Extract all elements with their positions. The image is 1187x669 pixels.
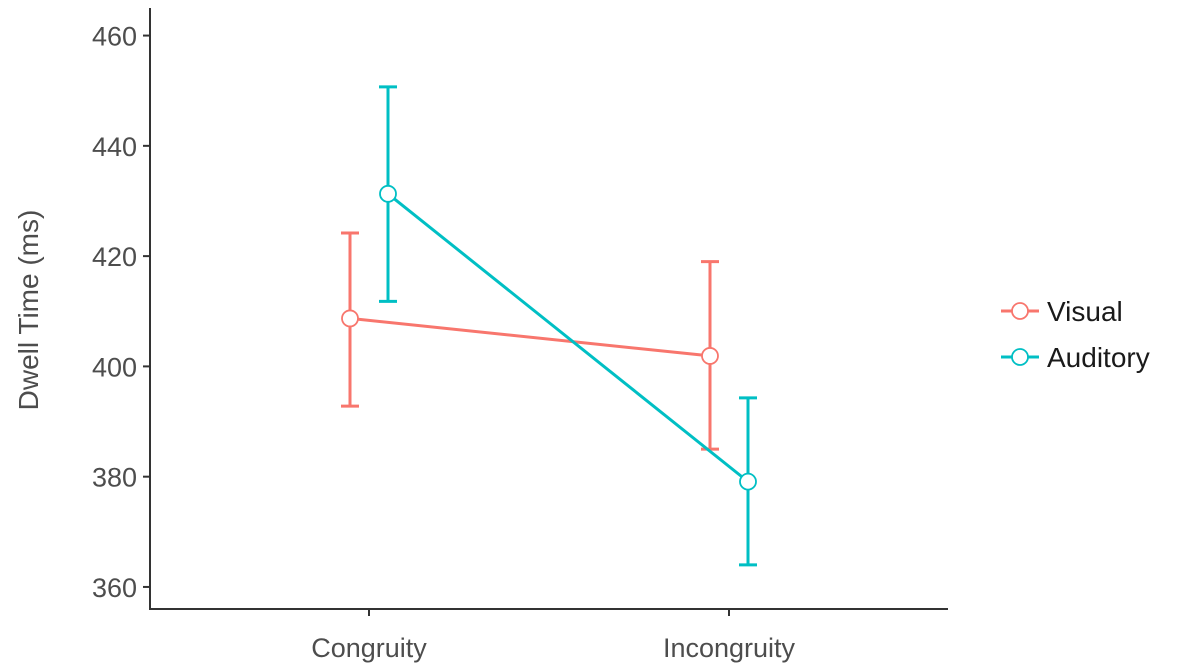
x-tick-label: Congruity [311,633,427,663]
y-tick-label: 420 [92,242,137,272]
y-tick-label: 380 [92,463,137,493]
series-visual [341,231,719,451]
data-point [341,309,359,328]
series-auditory [379,85,757,567]
data-point [379,184,397,203]
y-tick-label: 360 [92,573,137,603]
y-tick-label: 460 [92,22,137,52]
y-axis-title: Dwell Time (ms) [13,210,44,411]
series-line [349,316,711,358]
legend-item-visual: Visual [1001,296,1123,327]
x-tick-label: Incongruity [663,633,796,663]
axes [143,8,948,616]
data-point [739,472,757,491]
y-tick-label: 440 [92,132,137,162]
legend-item-auditory: Auditory [1001,342,1150,373]
series-layer [341,85,757,567]
legend-label: Visual [1047,296,1123,327]
tick-labels: 360 380 400 420 440 460 Congruity Incongruity [92,22,796,663]
legend-key-point [1011,302,1029,320]
legend-label: Auditory [1047,342,1150,373]
legend: Visual Auditory [1001,296,1150,373]
series-line [387,192,749,483]
legend-key-point [1011,348,1029,366]
y-tick-label: 400 [92,352,137,382]
data-point [701,347,719,365]
